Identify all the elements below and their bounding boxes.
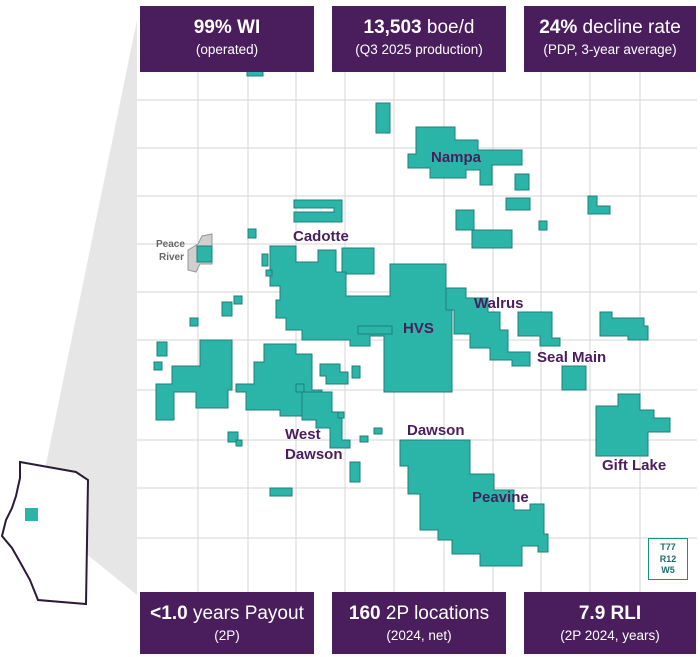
label-seal-main: Seal Main bbox=[537, 349, 606, 366]
province-locator-marker bbox=[25, 508, 38, 521]
township-label: T77 bbox=[660, 542, 676, 552]
label-peavine: Peavine bbox=[472, 489, 529, 506]
land-holdings bbox=[153, 65, 671, 567]
stat-value: 160 bbox=[348, 603, 381, 624]
stat-unit: 2P locations bbox=[380, 603, 490, 624]
label-gift-lake: Gift Lake bbox=[602, 457, 666, 474]
stat-caption: (Q3 2025 production) bbox=[355, 42, 483, 57]
township-reference-box: T77 R12 W5 bbox=[648, 538, 688, 580]
label-nampa: Nampa bbox=[431, 149, 482, 166]
stat-unit: boe/d bbox=[421, 17, 475, 38]
stat-value: 7.9 RLI bbox=[578, 603, 642, 624]
stat-payout: <1.0 years Payout (2P) bbox=[140, 592, 314, 654]
stat-production: 13,503 boe/d (Q3 2025 production) bbox=[332, 6, 506, 72]
stat-value: <1.0 bbox=[150, 603, 188, 624]
label-walrus: Walrus bbox=[474, 295, 523, 312]
callout-wedge bbox=[36, 20, 137, 595]
range-label: R12 bbox=[659, 553, 677, 564]
stat-working-interest: 99% WI (operated) bbox=[140, 6, 314, 72]
stat-decline-rate: 24% decline rate (PDP, 3-year average) bbox=[524, 6, 696, 72]
stat-caption: (2024, net) bbox=[386, 628, 452, 643]
town-label-peace: Peace bbox=[156, 239, 185, 250]
stat-locations: 160 2P locations (2024, net) bbox=[332, 592, 506, 654]
stat-rli: 7.9 RLI (2P 2024, years) bbox=[524, 592, 696, 654]
stat-value: 24% bbox=[539, 17, 578, 38]
label-dawson: Dawson bbox=[407, 422, 465, 439]
stat-caption: (operated) bbox=[195, 42, 259, 57]
meridian-label: W5 bbox=[661, 565, 675, 575]
label-hvs: HVS bbox=[403, 320, 434, 337]
province-locator bbox=[0, 460, 90, 606]
label-cadotte: Cadotte bbox=[293, 228, 349, 245]
label-west: West bbox=[285, 426, 321, 443]
stat-unit: decline rate bbox=[577, 17, 681, 38]
stat-unit: years Payout bbox=[187, 603, 304, 624]
label-dawson-west: Dawson bbox=[285, 446, 343, 463]
stat-value: 13,503 bbox=[363, 17, 422, 38]
town-label-river: River bbox=[159, 252, 184, 263]
stat-value: 99% WI bbox=[193, 17, 261, 38]
stat-caption: (PDP, 3-year average) bbox=[543, 42, 677, 57]
stat-caption: (2P 2024, years) bbox=[560, 628, 660, 643]
stat-caption: (2P) bbox=[214, 628, 240, 643]
